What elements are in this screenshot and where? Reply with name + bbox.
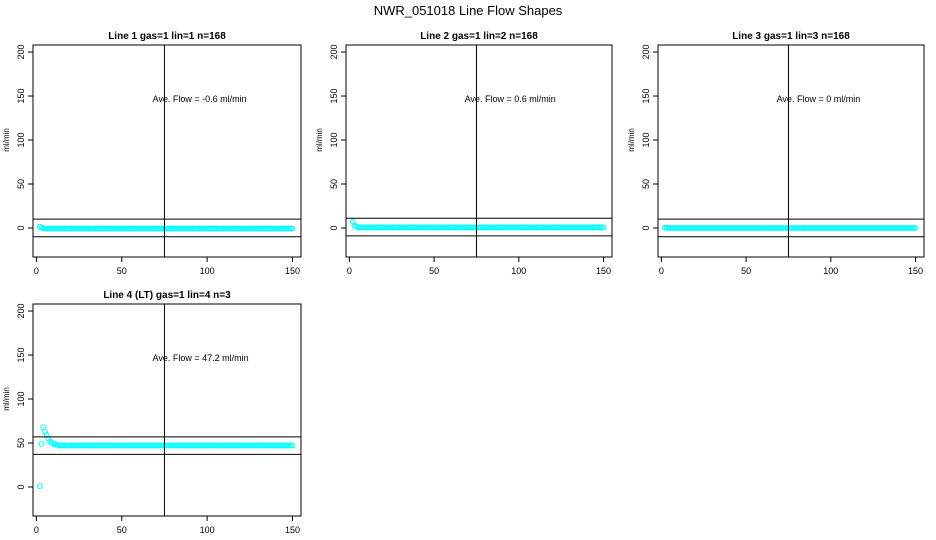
x-tick-label: 100 xyxy=(200,525,215,535)
y-tick-label: 100 xyxy=(641,132,651,147)
x-tick-label: 100 xyxy=(200,266,215,276)
y-tick-label: 200 xyxy=(329,45,339,60)
figure-title: NWR_051018 Line Flow Shapes xyxy=(374,3,563,18)
x-tick-label: 150 xyxy=(285,525,300,535)
y-axis-label: ml/min xyxy=(315,128,324,152)
panel-title: Line 1 gas=1 lin=1 n=168 xyxy=(108,31,226,42)
panel-2: Line 2 gas=1 lin=2 n=168 Ave. Flow = 0.6 … xyxy=(315,31,613,276)
y-tick-label: 100 xyxy=(16,391,26,406)
y-tick-label: 150 xyxy=(16,348,26,363)
x-tick-label: 150 xyxy=(908,266,923,276)
x-tick-label: 50 xyxy=(741,266,751,276)
plot-frame xyxy=(345,44,613,258)
panel-3: Line 3 gas=1 lin=3 n=168 Ave. Flow = 0 ml… xyxy=(627,31,925,276)
panel-4: Line 4 (LT) gas=1 lin=4 n=3 Ave. Flow = 4… xyxy=(2,290,302,535)
average-flow-annotation: Ave. Flow = 0 ml/min xyxy=(777,94,861,104)
x-tick-label: 0 xyxy=(34,525,39,535)
data-point xyxy=(38,440,45,447)
plot-frame xyxy=(32,44,302,258)
y-tick-label: 150 xyxy=(16,89,26,104)
average-flow-annotation: Ave. Flow = 0.6 ml/min xyxy=(465,94,556,104)
y-tick-label: 0 xyxy=(329,225,339,230)
data-point xyxy=(912,225,919,231)
y-axis-label: ml/min xyxy=(2,387,11,411)
x-tick-label: 0 xyxy=(347,266,352,276)
y-tick-label: 150 xyxy=(641,89,651,104)
y-tick-label: 150 xyxy=(329,89,339,104)
y-tick-label: 200 xyxy=(16,45,26,60)
y-tick-label: 50 xyxy=(641,179,651,189)
y-tick-label: 200 xyxy=(641,45,651,60)
plot-frame xyxy=(657,44,925,258)
y-axis-label: ml/min xyxy=(627,128,636,152)
y-axis-label: ml/min xyxy=(2,128,11,152)
y-tick-label: 0 xyxy=(16,484,26,489)
data-point xyxy=(286,442,292,449)
average-flow-annotation: Ave. Flow = -0.6 ml/min xyxy=(152,94,246,104)
y-tick-label: 50 xyxy=(16,179,26,189)
data-point xyxy=(289,225,296,232)
panel-title: Line 2 gas=1 lin=2 n=168 xyxy=(420,31,538,42)
data-point xyxy=(287,225,294,232)
plot-frame xyxy=(32,303,302,517)
x-tick-label: 50 xyxy=(429,266,439,276)
data-point xyxy=(909,225,916,231)
x-tick-label: 50 xyxy=(117,525,127,535)
plot-region xyxy=(33,304,301,516)
y-tick-label: 100 xyxy=(16,132,26,147)
data-point xyxy=(598,224,605,231)
y-tick-label: 0 xyxy=(641,225,651,230)
data-point xyxy=(289,442,296,449)
data-point xyxy=(286,225,292,232)
x-tick-label: 100 xyxy=(511,266,526,276)
data-point xyxy=(910,225,917,231)
y-tick-label: 100 xyxy=(329,132,339,147)
y-tick-label: 0 xyxy=(16,225,26,230)
x-tick-label: 0 xyxy=(34,266,39,276)
data-point xyxy=(597,224,604,231)
x-tick-label: 100 xyxy=(823,266,838,276)
y-tick-label: 50 xyxy=(16,438,26,448)
x-tick-label: 150 xyxy=(285,266,300,276)
plot-region xyxy=(658,45,924,257)
panel-title: Line 3 gas=1 lin=3 n=168 xyxy=(732,31,850,42)
panel-1: Line 1 gas=1 lin=1 n=168 Ave. Flow = -0.6… xyxy=(2,31,302,276)
x-tick-label: 50 xyxy=(117,266,127,276)
average-flow-annotation: Ave. Flow = 47.2 ml/min xyxy=(152,353,248,363)
data-point xyxy=(600,224,607,231)
x-tick-label: 0 xyxy=(659,266,664,276)
plot-region xyxy=(33,45,301,257)
panel-title: Line 4 (LT) gas=1 lin=4 n=3 xyxy=(103,290,231,301)
x-tick-label: 150 xyxy=(596,266,611,276)
data-point xyxy=(287,442,294,449)
plot-region xyxy=(346,45,612,257)
y-tick-label: 50 xyxy=(329,179,339,189)
y-tick-label: 200 xyxy=(16,304,26,319)
data-point xyxy=(36,483,43,489)
